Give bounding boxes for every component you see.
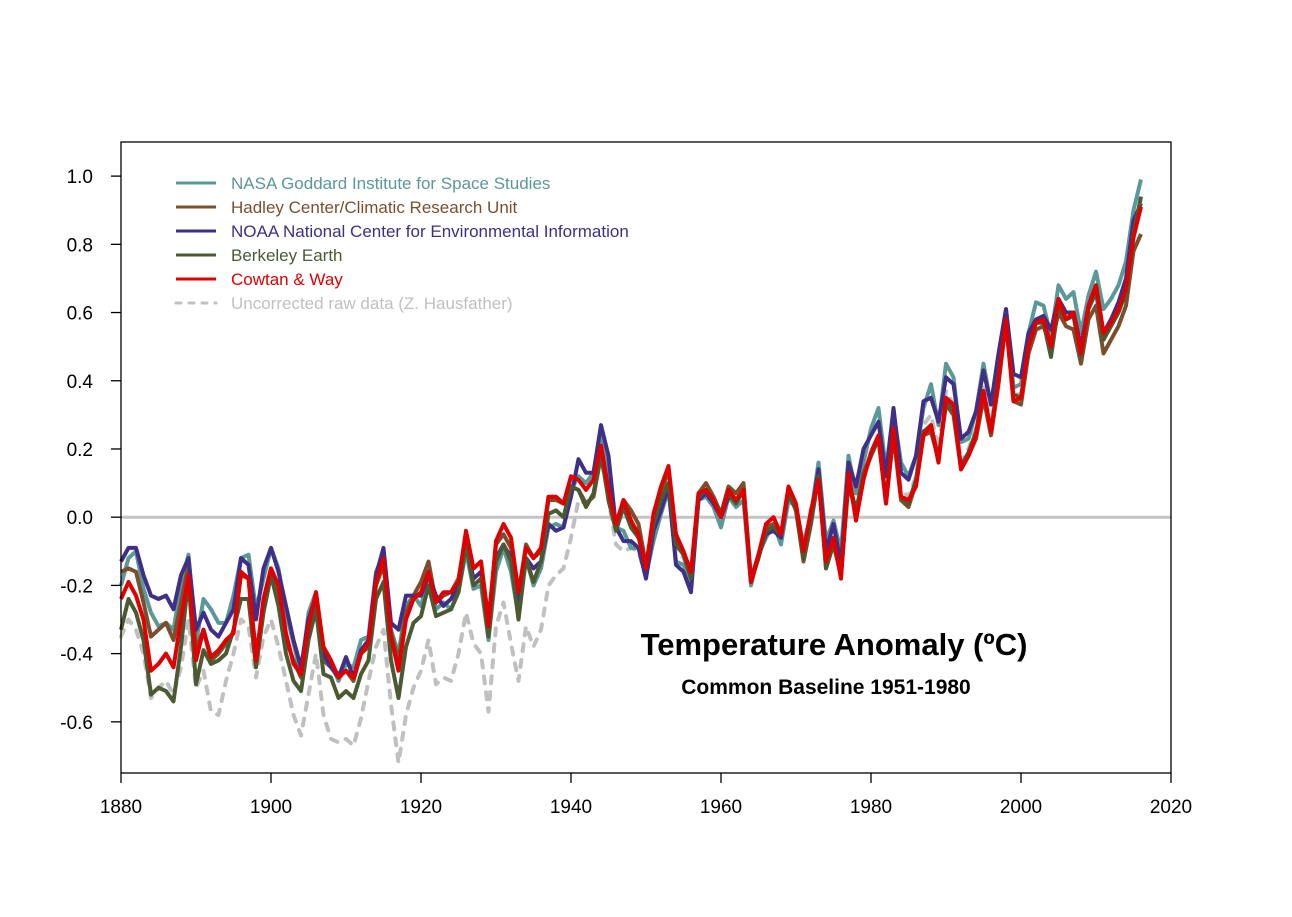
y-tick-label: 0.4 [67, 372, 94, 393]
axes: 1880 1900 1920 1940 1960 1980 2000 2020 -0.6 -0.4… [60, 167, 1192, 818]
y-tick-label: 0.6 [67, 304, 93, 325]
x-tick-label: 1900 [250, 797, 292, 818]
series-lines [119, 179, 1171, 765]
series-line-4 [119, 206, 1143, 680]
x-tick-label: 2000 [1000, 797, 1042, 818]
legend-label: NOAA National Center for Environmental I… [231, 222, 629, 241]
y-tick-label: -0.4 [60, 645, 93, 666]
y-tick-label: -0.6 [60, 713, 93, 734]
y-tick-label: 1.0 [67, 167, 93, 188]
chart-subtitle: Common Baseline 1951-1980 [681, 676, 970, 699]
x-tick-label: 1940 [550, 797, 592, 818]
legend-label: Cowtan & Way [231, 270, 343, 289]
x-tick-label: 1920 [400, 797, 442, 818]
legend-label: Berkeley Earth [231, 246, 343, 265]
y-tick-label: 0.8 [67, 235, 93, 256]
x-tick-label: 1880 [100, 797, 142, 818]
legend-label: Hadley Center/Climatic Research Unit [231, 198, 518, 217]
x-tick-label: 1960 [700, 797, 742, 818]
y-tick-label: 0.2 [67, 440, 93, 461]
plot-frame [120, 141, 1172, 774]
chart-title: Temperature Anomaly (ºC) [641, 627, 1028, 662]
x-tick-label: 2020 [1150, 797, 1192, 818]
y-tick-label: 0.0 [67, 508, 93, 529]
legend-label: Uncorrected raw data (Z. Hausfather) [231, 294, 513, 313]
series-line-2 [119, 202, 1143, 680]
x-tick-label: 1980 [850, 797, 892, 818]
y-tick-label: -0.2 [60, 576, 93, 597]
legend-label: NASA Goddard Institute for Space Studies [231, 174, 550, 193]
legend: NASA Goddard Institute for Space Studies… [174, 174, 629, 313]
